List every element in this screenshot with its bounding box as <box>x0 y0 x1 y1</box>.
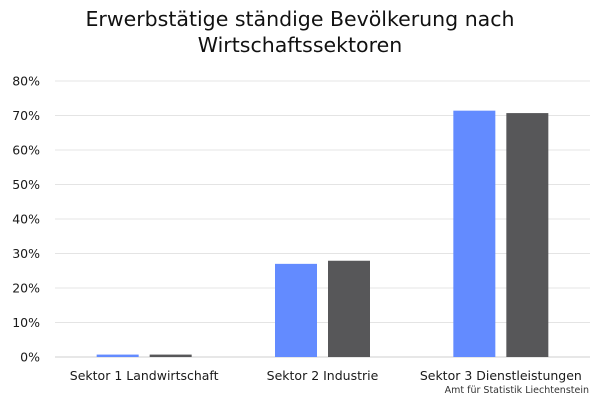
bar-series-2-2 <box>506 113 549 358</box>
bar-series-1-2 <box>453 110 496 357</box>
y-tick-label: 70% <box>12 108 40 123</box>
bar-series-2-0 <box>149 354 192 357</box>
bar-series-1-0 <box>96 354 139 357</box>
y-tick-label: 10% <box>12 315 40 330</box>
chart-title-line-1: Erwerbstätige ständige Bevölkerung nach <box>85 7 515 31</box>
y-tick-label: 0% <box>20 350 40 365</box>
gridlines <box>55 80 590 358</box>
y-tick-label: 30% <box>12 246 40 261</box>
chart-title: Erwerbstätige ständige Bevölkerung nach … <box>0 6 600 58</box>
bar-series-2-1 <box>328 260 370 357</box>
source-credit: Amt für Statistik Liechtenstein <box>444 385 589 396</box>
y-tick-label: 40% <box>12 212 40 227</box>
x-tick-label: Sektor 3 Dienstleistungen <box>420 368 582 383</box>
x-axis-tick-labels: Sektor 1 Landwirtschaft Sektor 2 Industri… <box>70 368 582 383</box>
bars <box>96 110 549 358</box>
y-tick-label: 80% <box>12 74 40 89</box>
y-tick-label: 50% <box>12 177 40 192</box>
y-tick-label: 20% <box>12 281 40 296</box>
x-tick-label: Sektor 1 Landwirtschaft <box>70 368 219 383</box>
y-axis-tick-labels: 0% 10% 20% 30% 40% 50% 60% 70% 80% <box>12 74 40 365</box>
chart-title-line-2: Wirtschaftssektoren <box>197 33 403 57</box>
x-tick-label: Sektor 2 Industrie <box>267 368 379 383</box>
y-tick-label: 60% <box>12 143 40 158</box>
bar-series-1-1 <box>275 263 317 357</box>
